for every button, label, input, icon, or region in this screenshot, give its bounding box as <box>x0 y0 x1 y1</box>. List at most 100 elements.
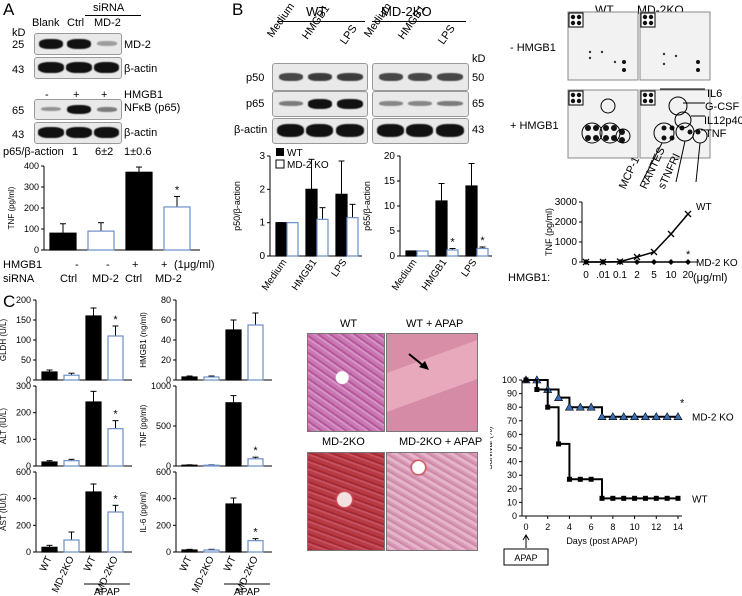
chart-c-3-ytick-label: 20 <box>161 355 171 365</box>
array-ref-spot <box>642 20 648 26</box>
blot-label-actin-a1: β-actin <box>124 63 158 75</box>
chart-c-5-ytick-label: 600 <box>156 467 171 477</box>
chart-c-5-xlabel-0: WT <box>178 555 195 574</box>
survival-point <box>534 387 540 393</box>
array-label-il12p40: IL12p40 <box>704 115 742 127</box>
chart-c-3-ytick-label: 60 <box>161 315 171 325</box>
blot-actin-wt <box>272 118 368 144</box>
survival-point <box>575 402 585 411</box>
tnf-dose-point <box>651 259 657 265</box>
survival-point <box>523 377 529 383</box>
array-ref-spot <box>576 92 582 98</box>
row-label-actin-b: β-actin <box>234 124 268 136</box>
blot-p50-ko <box>372 63 469 91</box>
survival-point <box>588 476 594 482</box>
chart-c-2-ytick-label: 200 <box>16 520 31 530</box>
sirna-header: siRNA <box>93 2 125 14</box>
hmgb1-sign-2: + <box>73 89 80 101</box>
tnf-dose-sig: * <box>686 249 691 261</box>
chart-a-bar-2 <box>125 171 153 251</box>
chart-c-4-ylabel: TNF (pg/ml) <box>139 404 148 447</box>
chartB2-xlabel-0: Medium <box>390 257 419 292</box>
blot-actin-ko <box>372 118 469 144</box>
kd-label-a: kD <box>12 27 26 39</box>
chart-c-5-ytick-label: 0 <box>166 547 171 557</box>
chart-c-2-ytick-label: 0 <box>26 547 31 557</box>
chart-c-1-ylabel: ALT (IU/L) <box>0 408 8 444</box>
survival-ylabel: Survival (%) <box>490 426 494 469</box>
survival-point <box>662 412 672 421</box>
panel-a-letter: A <box>3 0 15 19</box>
chart-c-1-bar-3 <box>107 428 124 467</box>
chart-c-5-bar-3-sig: * <box>253 527 258 539</box>
survival-line-1 <box>526 379 678 500</box>
survival-xlabel: Days (post APAP) <box>566 536 637 546</box>
survival-apap-arrow-head <box>522 534 530 541</box>
chart-c-5-bar-1 <box>203 549 220 553</box>
array-spot <box>603 135 609 141</box>
array-circle-marker <box>615 128 631 144</box>
array-row-plus: + HMGB1 <box>510 120 559 132</box>
mw-43-b: 43 <box>472 124 485 136</box>
chart-a-bar-3-sig: * <box>175 184 180 196</box>
survival-point <box>577 476 583 482</box>
chart-c-1-ytick-label: 100 <box>16 434 31 444</box>
row-hmgb1-v4: + <box>161 259 168 271</box>
arrow-icon <box>408 353 429 370</box>
survival-point <box>545 404 551 410</box>
blot-md2 <box>34 33 122 55</box>
mw-50: 50 <box>472 72 485 84</box>
survival-ytick-label: 30 <box>507 470 517 480</box>
tnf-dose-xtick-label-0: 0 <box>583 270 589 281</box>
blot-p50-wt <box>272 63 368 91</box>
row-hmgb1-v3: + <box>132 259 139 271</box>
tnf-dose-ytick-label: 1000 <box>555 237 578 248</box>
chart-a-ytick-label: 300 <box>24 182 39 192</box>
chart-c-0-bar-0 <box>41 371 58 381</box>
histo-title-wt-apap: WT + APAP <box>406 318 464 330</box>
chart-c-0-ytick-label: 150 <box>16 315 31 325</box>
chart-c-5-apap-label: APAP <box>234 587 260 596</box>
chart-c-1-ytick-label: 0 <box>26 461 31 471</box>
survival-point <box>566 476 572 482</box>
mw-25: 25 <box>12 39 25 51</box>
tnf-bar-chart-a: 0 100 200 300 400 TNF (pg/ml) * <box>7 161 200 255</box>
array-ref-spot <box>648 14 654 20</box>
blot-actin-a2 <box>34 122 122 144</box>
tnf-dose-point <box>650 248 658 256</box>
group-label-wt: WT <box>306 4 327 19</box>
array-circle-marker <box>581 122 603 144</box>
chart-c-0-bar-1 <box>63 374 80 381</box>
chart-c-0-bar-2 <box>85 315 102 381</box>
ratio-value-3: 1±0.6 <box>124 146 152 158</box>
array-ref-spot <box>570 92 576 98</box>
chartB1-xlabel-2: LPS <box>330 257 350 279</box>
tnf-dose-series-label-1: MD-2 KO <box>696 258 738 269</box>
ratio-value-1: 1 <box>72 146 79 158</box>
array-spot <box>585 135 591 141</box>
array-spot <box>593 135 599 141</box>
blot-label-md2: MD-2 <box>124 39 151 51</box>
tnf-dose-xtick-label-2: 0.1 <box>613 270 627 281</box>
chartB2-ytick-label: 10 <box>384 201 396 212</box>
histology-ko <box>307 452 385 551</box>
array-spot <box>588 56 592 60</box>
hmgb1-label-a: HMGB1 <box>124 89 164 101</box>
survival-point <box>651 412 661 421</box>
chartB2-bar-1-1 <box>446 249 459 257</box>
chart-c-2-bar-1 <box>63 539 80 553</box>
chart-c-1-bar-1 <box>63 460 80 467</box>
tnf-dose-point <box>685 259 691 265</box>
array-spot <box>622 60 626 64</box>
chart-c-2-apap-label: APAP <box>94 587 120 596</box>
chart-c-0-ytick-label: 200 <box>16 296 31 305</box>
survival-point <box>673 412 683 421</box>
chart-c-0-ytick-label: 50 <box>21 355 31 365</box>
array-ref-spot <box>576 98 582 104</box>
array-ref-spot <box>642 14 648 20</box>
chart-c-2-xlabel-0: WT <box>38 555 55 574</box>
tnf-dose-ytick-label: 2000 <box>555 217 578 228</box>
chart-c-3-ylabel: HMGB1 (ng/ml) <box>139 312 148 368</box>
